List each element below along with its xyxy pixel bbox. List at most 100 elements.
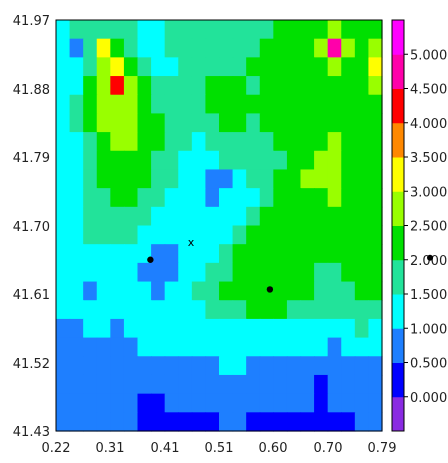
heatmap-cell — [137, 113, 152, 133]
heatmap-cell — [219, 262, 234, 283]
heatmap-cell — [191, 150, 207, 171]
heatmap-cell — [327, 281, 342, 301]
heatmap-cell — [164, 244, 179, 264]
heatmap-cell — [219, 169, 234, 189]
heatmap-cell — [232, 225, 247, 245]
heatmap-cell — [69, 356, 84, 376]
heatmap-cell — [137, 300, 152, 320]
heatmap-cell — [137, 206, 152, 227]
heatmap-cell — [219, 188, 234, 208]
heatmap-cell — [137, 20, 152, 40]
heatmap-cell — [327, 132, 342, 152]
heatmap-cell — [314, 169, 329, 189]
heatmap-cell — [300, 132, 315, 152]
heatmap-cell — [300, 225, 315, 245]
heatmap-cell — [314, 262, 329, 283]
heatmap-cell — [368, 318, 383, 339]
heatmap-cell — [123, 38, 139, 58]
heatmap-cell — [246, 38, 261, 58]
heatmap-cell — [368, 20, 383, 40]
heatmap-cell — [69, 76, 84, 96]
heatmap-cell — [259, 132, 274, 152]
heatmap-cell — [191, 57, 207, 77]
x-tick-label: 0.41 — [151, 441, 180, 456]
heatmap-cell — [246, 393, 261, 413]
heatmap-cell — [341, 244, 356, 264]
heatmap-cell — [83, 38, 98, 58]
heatmap-cell — [354, 113, 370, 133]
colorbar-label: 4.000 — [410, 117, 447, 132]
colorbar-label: 4.500 — [410, 83, 447, 98]
heatmap-cell — [354, 76, 370, 96]
heatmap-cell — [69, 113, 84, 133]
heatmap-cell — [191, 262, 207, 283]
heatmap-cell — [368, 300, 383, 320]
heatmap-cell — [191, 337, 207, 357]
heatmap-cell — [123, 57, 139, 77]
heatmap-cell — [151, 300, 166, 320]
heatmap-cell — [219, 244, 234, 264]
heatmap-cell — [368, 188, 383, 208]
heatmap-cell — [259, 188, 274, 208]
heatmap-cell — [314, 57, 329, 77]
heatmap-cell — [123, 374, 139, 395]
heatmap-cell — [300, 38, 315, 58]
heatmap-cell — [259, 57, 274, 77]
heatmap-cell — [219, 206, 234, 227]
colorbar-segment — [392, 259, 404, 295]
heatmap-cell — [56, 20, 71, 40]
x-axis-ticks: 0.22 0.31 0.41 0.51 0.60 0.70 0.79 — [42, 441, 397, 456]
heatmap-cell — [341, 132, 356, 152]
heatmap-cell — [83, 318, 98, 339]
heatmap-cell — [259, 150, 274, 171]
colorbar-segment — [392, 294, 404, 329]
heatmap-cell — [232, 356, 247, 376]
heatmap-cell — [327, 113, 342, 133]
heatmap-cell — [341, 20, 356, 40]
heatmap-cell — [219, 76, 234, 96]
heatmap-cell — [341, 150, 356, 171]
heatmap-cell — [191, 300, 207, 320]
heatmap-cell — [205, 76, 220, 96]
heatmap-cell — [259, 169, 274, 189]
heatmap-cell — [178, 393, 193, 413]
heatmap-cell — [56, 132, 71, 152]
heatmap-cell — [56, 374, 71, 395]
heatmap-cell — [164, 337, 179, 357]
x-tick-label: 0.31 — [96, 441, 125, 456]
heatmap-cell — [341, 393, 356, 413]
heatmap-cell — [164, 150, 179, 171]
heatmap-cell — [205, 281, 220, 301]
heatmap-cell — [219, 374, 234, 395]
heatmap-cell — [273, 113, 288, 133]
heatmap-cell — [246, 57, 261, 77]
heatmap-cell — [341, 412, 356, 432]
y-tick-label: 41.61 — [13, 288, 50, 303]
heatmap-cell — [368, 206, 383, 227]
heatmap-cell — [354, 318, 370, 339]
heatmap-cell — [123, 94, 139, 115]
heatmap-cell — [56, 356, 71, 376]
heatmap-cell — [110, 94, 125, 115]
heatmap-cell — [286, 38, 302, 58]
heatmap-cell — [178, 113, 193, 133]
heatmap-cell — [151, 206, 166, 227]
heatmap-cell — [123, 150, 139, 171]
heatmap-cell — [69, 150, 84, 171]
heatmap-cell — [69, 57, 84, 77]
heatmap-cell — [205, 393, 220, 413]
heatmap-cell — [286, 225, 302, 245]
heatmap-cell — [205, 318, 220, 339]
heatmap-cell — [164, 318, 179, 339]
heatmap-cell — [151, 281, 166, 301]
heatmap-cell — [69, 281, 84, 301]
colorbar-label: 1.000 — [410, 322, 447, 337]
heatmap-cell — [83, 20, 98, 40]
heatmap-cell — [96, 393, 111, 413]
heatmap-cell — [354, 150, 370, 171]
heatmap-cell — [273, 94, 288, 115]
heatmap-cell — [286, 150, 302, 171]
heatmap-cell — [300, 188, 315, 208]
heatmap-cell — [83, 169, 98, 189]
heatmap-cell — [110, 57, 125, 77]
